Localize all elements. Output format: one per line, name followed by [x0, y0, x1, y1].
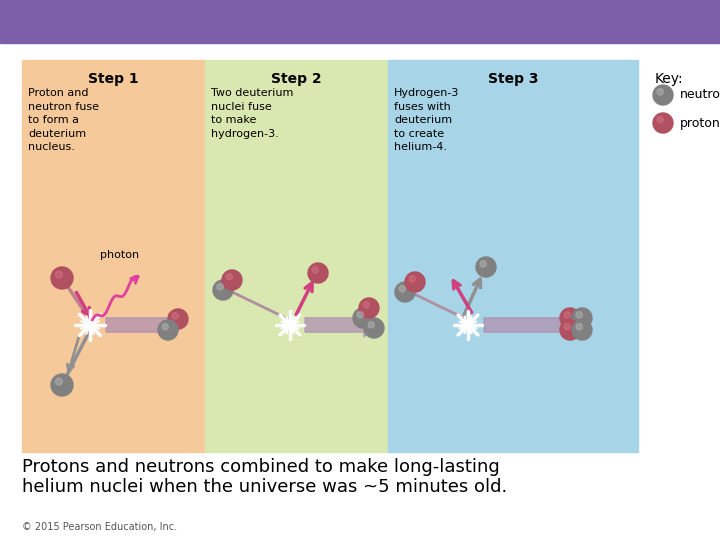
Circle shape [162, 323, 168, 330]
Circle shape [464, 321, 472, 328]
Text: Two deuterium
nuclei fuse
to make
hydrogen-3.: Two deuterium nuclei fuse to make hydrog… [211, 88, 293, 139]
Circle shape [172, 313, 179, 319]
FancyArrow shape [106, 313, 185, 337]
Text: Step 1: Step 1 [88, 72, 139, 86]
Circle shape [55, 378, 63, 385]
Text: Step 2: Step 2 [271, 72, 322, 86]
Circle shape [222, 270, 242, 290]
Circle shape [168, 309, 188, 329]
Circle shape [55, 271, 63, 278]
Text: proton: proton [680, 117, 720, 130]
Circle shape [86, 321, 94, 329]
Text: Key:: Key: [655, 72, 683, 86]
Bar [205, 60, 388, 452]
Circle shape [312, 267, 318, 273]
Circle shape [560, 308, 580, 328]
Circle shape [653, 85, 673, 105]
Text: helium nuclei when the universe was ~5 minutes old.: helium nuclei when the universe was ~5 m… [22, 478, 508, 496]
Text: © 2015 Pearson Education, Inc.: © 2015 Pearson Education, Inc. [22, 522, 177, 532]
Circle shape [226, 274, 233, 280]
Circle shape [395, 282, 415, 302]
Circle shape [405, 272, 425, 292]
FancyArrow shape [484, 313, 587, 337]
Circle shape [287, 321, 294, 328]
Text: Step 3: Step 3 [487, 72, 539, 86]
Circle shape [576, 323, 582, 330]
Circle shape [657, 89, 663, 95]
Circle shape [572, 320, 592, 340]
Text: neutron: neutron [680, 89, 720, 102]
Circle shape [564, 312, 570, 318]
Circle shape [51, 374, 73, 396]
FancyArrow shape [305, 313, 380, 337]
Text: Protons and neutrons combined to make long-lasting: Protons and neutrons combined to make lo… [22, 458, 500, 476]
Circle shape [560, 320, 580, 340]
Circle shape [364, 318, 384, 338]
Circle shape [564, 323, 570, 330]
Circle shape [653, 113, 673, 133]
Circle shape [51, 267, 73, 289]
Circle shape [480, 261, 487, 267]
Bar [388, 60, 638, 452]
Circle shape [399, 286, 405, 292]
Text: photon: photon [100, 250, 140, 260]
Text: Proton and
neutron fuse
to form a
deuterium
nucleus.: Proton and neutron fuse to form a deuter… [28, 88, 99, 152]
Circle shape [363, 302, 369, 308]
Circle shape [657, 117, 663, 123]
Circle shape [353, 308, 373, 328]
Bar [22, 60, 205, 452]
Circle shape [308, 263, 328, 283]
Text: Hydrogen-3
fuses with
deuterium
to create
helium-4.: Hydrogen-3 fuses with deuterium to creat… [394, 88, 459, 152]
Circle shape [576, 312, 582, 318]
Circle shape [213, 280, 233, 300]
Circle shape [476, 257, 496, 277]
Bar [0, 0, 720, 43]
Circle shape [217, 284, 223, 290]
Circle shape [158, 320, 178, 340]
Circle shape [359, 298, 379, 318]
Circle shape [572, 308, 592, 328]
Circle shape [368, 322, 374, 328]
Circle shape [357, 312, 364, 318]
Circle shape [409, 275, 415, 282]
